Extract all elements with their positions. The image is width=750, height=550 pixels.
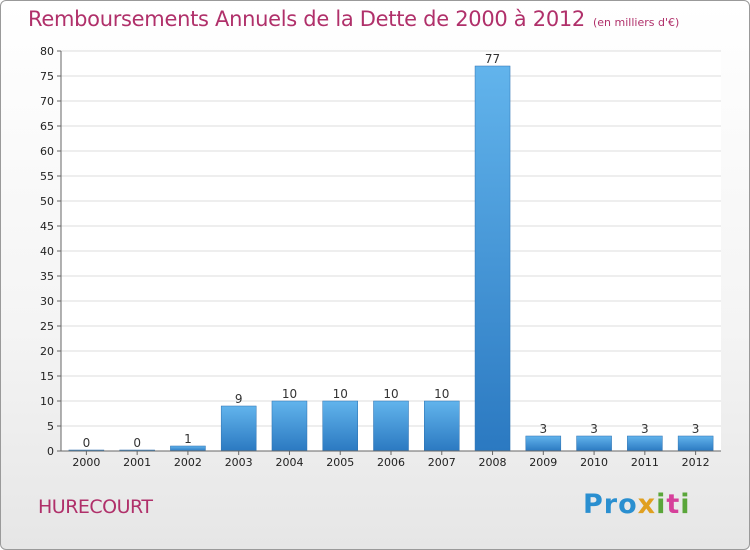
bar-value-label: 3 [590, 422, 598, 436]
y-tick-label: 20 [40, 345, 54, 358]
x-tick-label: 2006 [377, 456, 405, 469]
bar-2008 [474, 65, 511, 452]
y-tick-label: 35 [40, 270, 54, 283]
y-tick-label: 60 [40, 145, 54, 158]
x-tick-label: 2005 [326, 456, 354, 469]
y-tick-label: 75 [40, 70, 54, 83]
y-tick-label: 40 [40, 245, 54, 258]
bar-value-label: 0 [83, 436, 91, 450]
x-tick-label: 2012 [682, 456, 710, 469]
bar-value-label: 3 [641, 422, 649, 436]
x-tick-label: 2004 [275, 456, 303, 469]
x-tick-label: 2009 [529, 456, 557, 469]
bar-value-label: 1 [184, 432, 192, 446]
x-tick-label: 2002 [174, 456, 202, 469]
bar-value-label: 10 [282, 387, 297, 401]
y-tick-label: 25 [40, 320, 54, 333]
bar-2007 [424, 400, 460, 452]
bar-2004 [271, 400, 308, 452]
y-tick-label: 15 [40, 370, 54, 383]
bar-2009 [525, 435, 562, 452]
x-tick-label: 2011 [631, 456, 659, 469]
bar-2012 [677, 435, 714, 452]
bar-value-label: 3 [539, 422, 547, 436]
y-tick-label: 50 [40, 195, 54, 208]
x-tick-label: 2010 [580, 456, 608, 469]
grid-lines [61, 50, 721, 427]
x-tick-label: 2007 [428, 456, 456, 469]
x-tick-label: 2003 [225, 456, 253, 469]
bar-value-label: 10 [383, 387, 398, 401]
y-tick-label: 10 [40, 395, 54, 408]
bar-2003 [220, 405, 257, 452]
x-axis: 2000 2001 2002 2003 2004 2005 2006 2007 2008 2009… [61, 450, 721, 469]
bar-2002 [170, 445, 206, 452]
y-tick-label: 65 [40, 120, 54, 133]
y-tick-label: 45 [40, 220, 54, 233]
bar-2005 [322, 400, 358, 452]
proxiti-logo: Proxiti [583, 489, 691, 520]
bar-2006 [373, 400, 409, 452]
bar-2011 [627, 435, 663, 452]
bar-value-label: 77 [485, 52, 500, 66]
commune-name: HURECOURT [38, 496, 153, 518]
chart-title-unit: (en milliers d'€) [593, 16, 680, 29]
bar-value-label: 10 [434, 387, 449, 401]
chart-title-main: Remboursements Annuels de la Dette de 20… [28, 7, 585, 31]
bars: 0 0 1 9 10 10 10 10 77 3 3 3 3 [68, 52, 714, 452]
y-tick-label: 55 [40, 170, 54, 183]
y-axis: 0 5 10 15 20 25 30 35 40 45 50 55 60 65 70 75 80 [40, 45, 62, 458]
bar-value-label: 9 [235, 392, 243, 406]
bar-value-label: 0 [133, 436, 141, 450]
bar-value-label: 3 [692, 422, 700, 436]
bar-value-label: 10 [333, 387, 348, 401]
y-tick-label: 70 [40, 95, 54, 108]
y-tick-label: 0 [47, 445, 54, 458]
y-tick-label: 30 [40, 295, 54, 308]
x-tick-label: 2001 [123, 456, 151, 469]
y-tick-label: 80 [40, 45, 54, 58]
bar-2010 [576, 435, 612, 452]
y-tick-label: 5 [47, 420, 54, 433]
x-tick-label: 2000 [72, 456, 100, 469]
x-tick-label: 2008 [479, 456, 507, 469]
chart-title: Remboursements Annuels de la Dette de 20… [28, 7, 679, 31]
